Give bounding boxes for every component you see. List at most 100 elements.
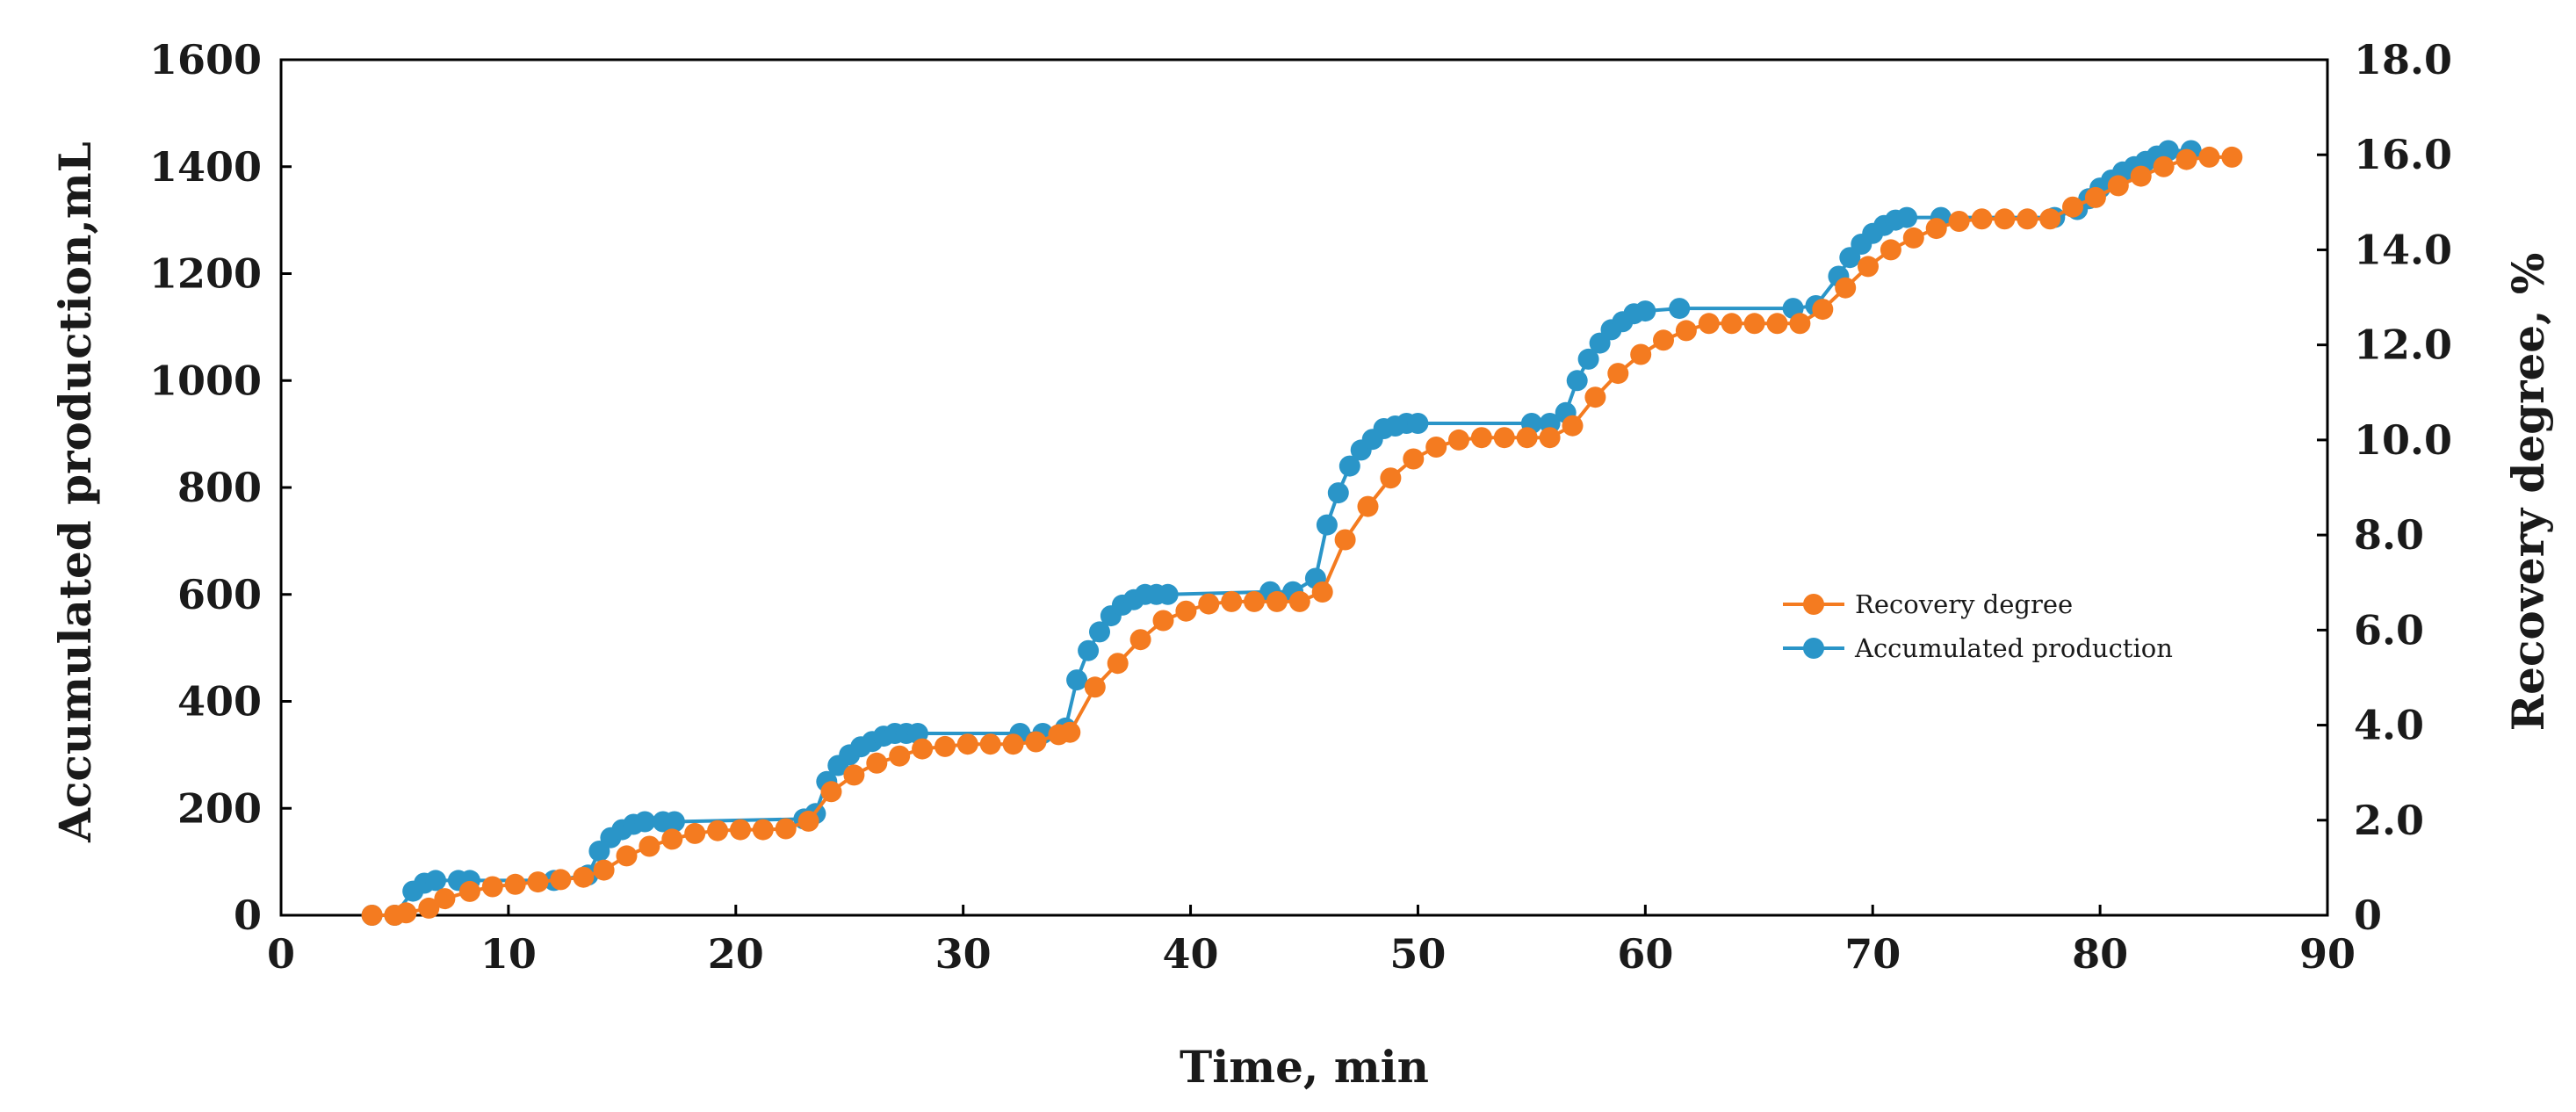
y-left-tick-label: 600 [177,571,262,618]
data-point-recovery-degree [2084,186,2106,208]
y-right-tick-label: 8.0 [2354,511,2424,559]
data-point-recovery-degree [458,880,480,902]
x-tick-label: 80 [2072,930,2128,978]
y-left-tick-label: 1600 [149,36,262,83]
y-axis-right-ticks: 0 2.0 4.0 6.0 8.0 10.0 12.0 14.0 16.0 18.0 [2317,36,2452,939]
y-right-tick-label: 2.0 [2354,797,2424,844]
data-point-recovery-degree [1221,590,1243,612]
data-point-recovery-degree [1107,653,1129,675]
data-point-recovery-degree [866,752,888,774]
data-point-accumulated-production [1896,206,1918,228]
data-point-recovery-degree [661,828,683,850]
data-point-recovery-degree [1129,629,1151,651]
x-tick-label: 0 [267,930,295,978]
y-right-tick-label: 14.0 [2354,226,2452,273]
plot-area-border [279,58,2329,917]
data-point-recovery-degree [639,835,660,857]
y-left-tick-label: 0 [234,892,262,939]
data-point-recovery-degree [481,876,503,898]
data-point-recovery-degree [797,810,819,832]
series-recovery-degree [361,146,2243,926]
y-right-tick-label: 4.0 [2354,702,2424,749]
data-point-recovery-degree [1380,467,1402,489]
y-right-tick-label: 16.0 [2354,131,2452,178]
data-point-recovery-degree [1357,495,1379,517]
x-axis-ticks: 0 10 20 30 40 50 60 70 80 90 [267,905,2356,978]
data-point-recovery-degree [418,897,440,919]
legend-label-accumulated-production: Accumulated production [1854,633,2173,663]
data-point-recovery-degree [1607,363,1629,385]
legend: Recovery degree Accumulated production [1783,589,2173,663]
data-point-recovery-degree [979,733,1001,755]
data-point-recovery-degree [550,869,572,891]
data-point-accumulated-production [1634,300,1656,322]
data-point-recovery-degree [1288,590,1310,612]
data-point-accumulated-production [1316,514,1338,536]
data-point-recovery-degree [820,781,842,803]
data-point-accumulated-production [634,811,656,833]
data-point-recovery-degree [2039,208,2061,230]
y-right-tick-label: 0 [2354,892,2382,939]
data-point-recovery-degree [1266,590,1288,612]
series-layer [361,140,2243,926]
data-point-recovery-degree [616,845,638,867]
data-point-accumulated-production [1327,482,1349,504]
data-point-recovery-degree [504,873,526,895]
legend-item-accumulated-production: Accumulated production [1783,633,2173,663]
data-point-accumulated-production [1577,348,1599,370]
data-point-recovery-degree [1175,600,1197,622]
x-axis-title: Time, min [1180,1041,1429,1093]
data-point-recovery-degree [956,733,978,755]
y-right-tick-label: 12.0 [2354,321,2452,369]
y-left-tick-label: 800 [177,464,262,511]
x-tick-label: 20 [708,930,764,978]
y-right-tick-label: 10.0 [2354,416,2452,464]
data-point-recovery-degree [1084,676,1106,698]
data-point-accumulated-production [1078,639,1100,661]
y-axis-left-ticks: 0 200 400 600 800 1000 1200 1400 1600 [149,36,292,939]
data-point-recovery-degree [1902,227,1924,249]
data-point-recovery-degree [1698,313,1720,335]
y-axis-left-title: Accumulated production,mL [49,141,101,843]
legend-label-recovery-degree: Recovery degree [1855,589,2073,619]
data-point-recovery-degree [1403,448,1425,470]
data-point-recovery-degree [1025,731,1047,753]
data-point-recovery-degree [1244,590,1265,612]
data-point-accumulated-production [663,811,685,833]
data-point-accumulated-production [1669,298,1691,320]
data-point-recovery-degree [730,819,751,841]
data-point-recovery-degree [361,905,383,926]
data-point-accumulated-production [1157,583,1179,605]
data-point-recovery-degree [1584,386,1606,408]
x-tick-label: 70 [1844,930,1901,978]
data-point-recovery-degree [1002,733,1024,755]
y-left-tick-label: 400 [177,678,262,726]
data-point-recovery-degree [1653,329,1674,351]
data-point-recovery-degree [1925,218,1947,240]
data-point-recovery-degree [1448,429,1469,451]
data-point-recovery-degree [573,866,595,888]
data-point-recovery-degree [2017,208,2038,230]
data-point-recovery-degree [1198,593,1220,615]
data-point-recovery-degree [889,745,911,767]
data-point-recovery-degree [1470,427,1492,449]
series-line-recovery-degree [372,155,2233,917]
data-point-recovery-degree [1059,721,1081,743]
legend-item-recovery-degree: Recovery degree [1783,589,2073,619]
data-point-recovery-degree [527,871,549,893]
data-point-recovery-degree [593,859,615,881]
data-point-recovery-degree [752,819,774,841]
y-right-tick-label: 18.0 [2354,36,2452,83]
data-point-accumulated-production [425,870,446,892]
data-point-recovery-degree [1516,427,1538,449]
data-point-recovery-degree [1493,427,1515,449]
data-point-recovery-degree [1835,277,1857,299]
data-point-recovery-degree [1812,299,1834,321]
y-left-tick-label: 1200 [149,250,262,298]
data-point-recovery-degree [934,735,956,757]
data-point-recovery-degree [434,888,456,910]
y-right-tick-label: 6.0 [2354,606,2424,653]
data-point-recovery-degree [1630,343,1652,365]
data-point-accumulated-production [1089,621,1110,643]
x-tick-label: 60 [1617,930,1673,978]
